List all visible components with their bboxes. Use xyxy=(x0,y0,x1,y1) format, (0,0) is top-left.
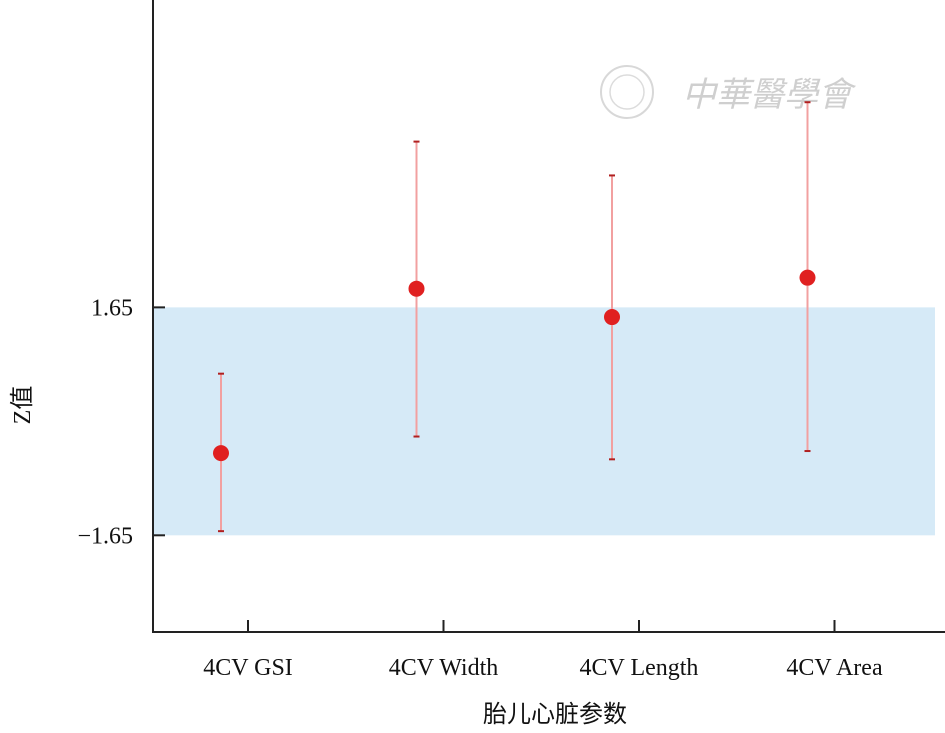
x-tick-label: 4CV Length xyxy=(580,655,699,681)
watermark-seal-inner xyxy=(609,74,645,110)
y-axis-title: Z值 xyxy=(9,386,36,425)
x-axis-title: 胎儿心脏参数 xyxy=(483,701,627,728)
reference-band xyxy=(154,307,935,536)
y-tick-label: −1.65 xyxy=(77,523,133,549)
data-point xyxy=(408,280,425,297)
watermark: 中華醫學會 xyxy=(600,65,857,119)
watermark-seal-icon xyxy=(600,65,654,119)
x-tick-label: 4CV Area xyxy=(786,655,883,681)
x-tick-label: 4CV Width xyxy=(389,655,499,681)
y-tick-label: 1.65 xyxy=(91,295,133,321)
watermark-text: 中華醫學會 xyxy=(682,77,857,114)
data-point xyxy=(213,445,229,462)
data-point xyxy=(604,309,620,326)
x-tick-label: 4CV GSI xyxy=(203,655,293,681)
data-point xyxy=(799,269,816,286)
